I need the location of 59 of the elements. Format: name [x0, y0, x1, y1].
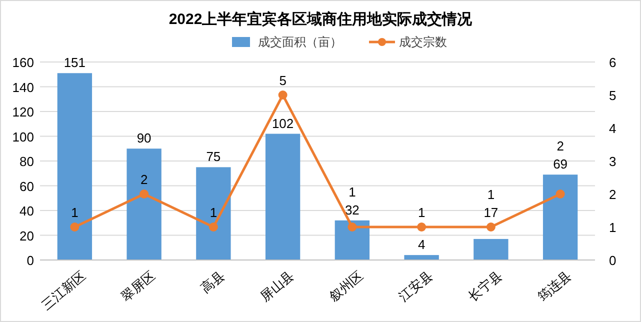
y-tick-label: 40 — [20, 204, 34, 218]
data-label: 1 — [418, 205, 426, 220]
y-tick-label: 0 — [26, 253, 34, 268]
data-label: 5 — [279, 73, 286, 88]
point — [70, 222, 80, 232]
data-label: 90 — [136, 130, 152, 146]
y-tick-label: 60 — [20, 178, 34, 194]
bar — [334, 220, 370, 260]
y2-tick-label: 0 — [609, 253, 616, 268]
point — [278, 90, 288, 100]
x-tick-label: 叙州区 — [326, 268, 366, 304]
y-tick-label: 20 — [20, 228, 34, 244]
point — [486, 222, 496, 232]
data-label: 32 — [344, 202, 360, 218]
y2-tick-label: 3 — [609, 154, 616, 169]
bar — [404, 255, 439, 260]
y2-tick-label: 4 — [609, 121, 616, 136]
y-tick-label: 140 — [12, 80, 34, 95]
x-tick-label: 屏山县 — [257, 268, 297, 304]
y2-tick-label: 1 — [609, 220, 616, 235]
data-label: 1 — [487, 187, 495, 202]
bar — [265, 134, 300, 260]
data-label: 1 — [71, 205, 78, 220]
y-tick-label: 120 — [12, 104, 34, 120]
point — [208, 222, 218, 232]
bar — [474, 238, 508, 260]
data-label: 1 — [210, 205, 218, 220]
y-tick-label: 80 — [20, 154, 34, 169]
point — [556, 190, 565, 198]
bar — [57, 73, 92, 260]
data-label: 2 — [556, 138, 564, 154]
chart-title: 2022上半年宜宾各区域商住用地实际成交情况 — [168, 10, 474, 28]
data-label: 75 — [206, 149, 221, 164]
y2-tick-label: 5 — [609, 88, 616, 103]
bar — [126, 148, 162, 260]
x-tick-label: 高县 — [198, 268, 228, 296]
y-tick-label: 160 — [12, 55, 34, 70]
legend-label: 成交面积（亩） — [258, 35, 342, 49]
data-label: 151 — [64, 55, 86, 70]
point — [348, 222, 357, 232]
data-label: 17 — [484, 205, 498, 220]
y2-tick-label: 6 — [609, 55, 616, 70]
point — [417, 222, 426, 232]
legend-label: 成交宗数 — [399, 35, 447, 49]
data-label: 102 — [272, 116, 294, 131]
x-tick-label: 三江新区 — [38, 268, 88, 313]
y2-tick-label: 2 — [609, 187, 616, 202]
data-label: 69 — [553, 156, 568, 172]
data-label: 4 — [418, 237, 426, 252]
x-tick-label: 江安县 — [396, 268, 436, 304]
data-label: 1 — [348, 184, 356, 200]
x-tick-label: 筠连县 — [534, 268, 574, 304]
y-tick-label: 100 — [12, 129, 34, 144]
data-label: 2 — [140, 172, 148, 187]
bar — [196, 167, 231, 260]
bar — [542, 174, 578, 260]
x-tick-label: 长宁县 — [465, 268, 505, 304]
point — [140, 190, 149, 198]
x-tick-label: 翠屏区 — [118, 268, 158, 304]
